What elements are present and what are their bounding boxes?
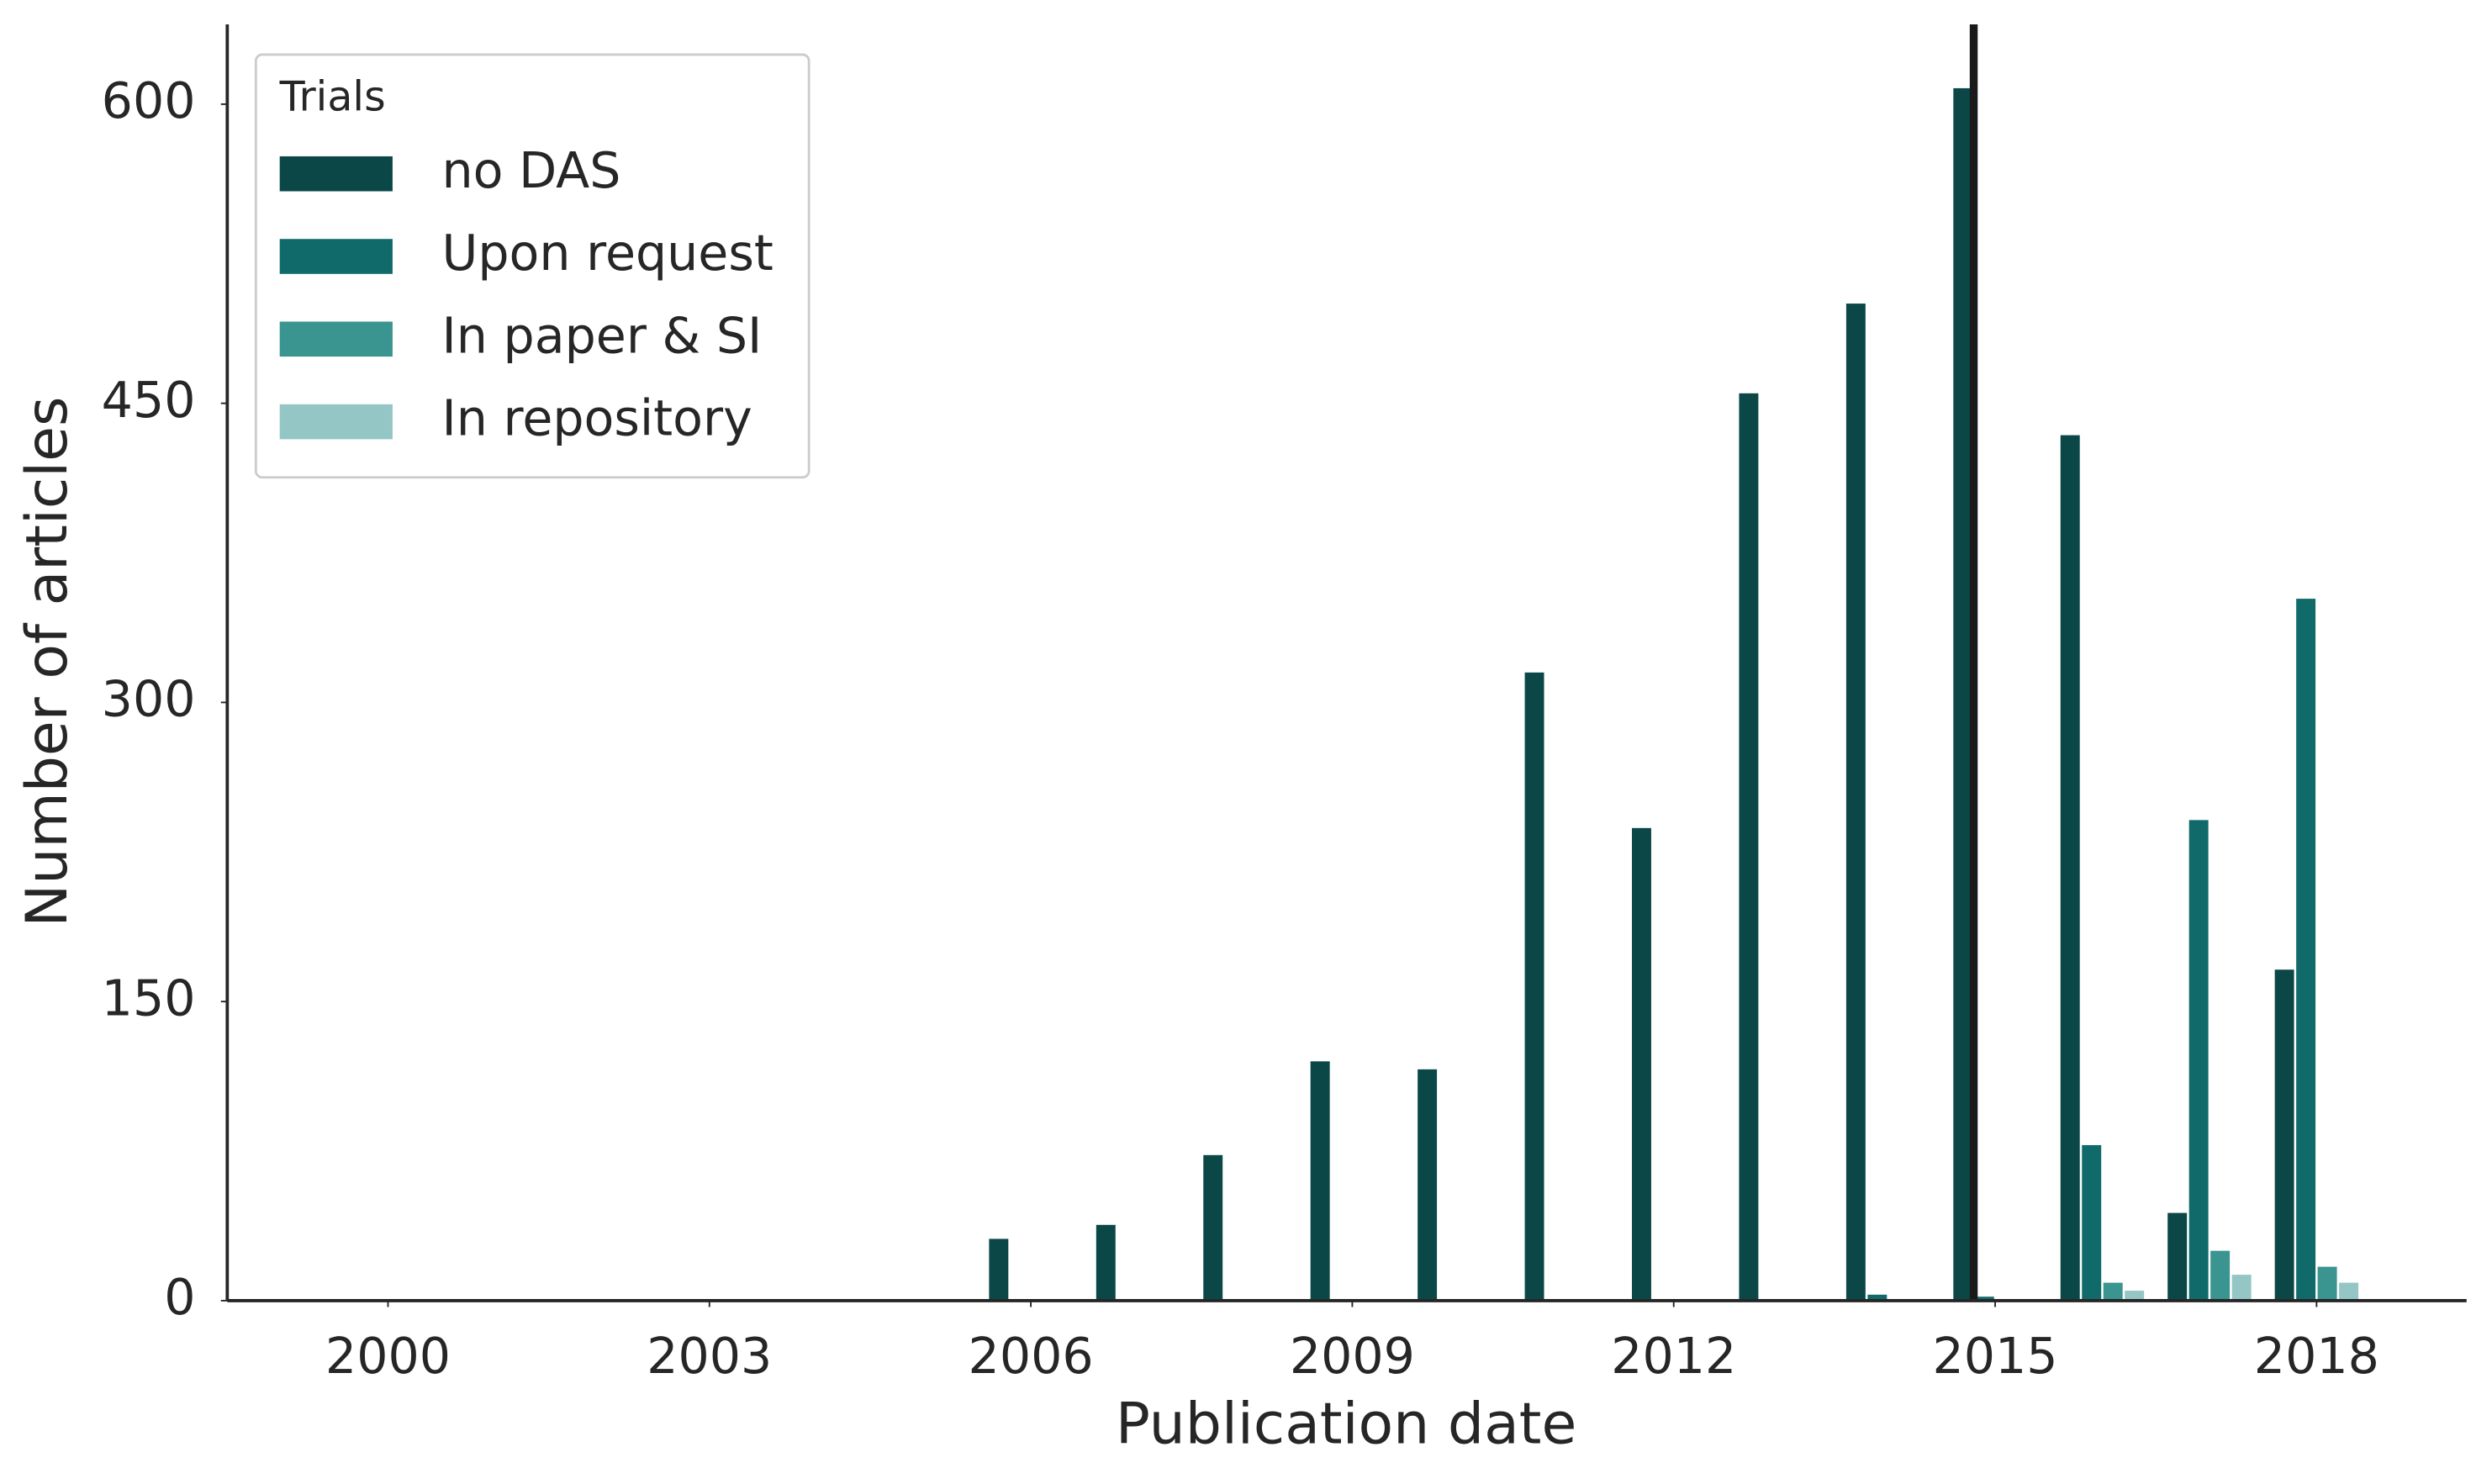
y-axis-label: Number of articles bbox=[14, 396, 81, 927]
bar bbox=[2060, 435, 2080, 1301]
x-tick-label: 2018 bbox=[2254, 1328, 2379, 1385]
x-tick-label: 2000 bbox=[325, 1328, 451, 1385]
legend-label: In repository bbox=[442, 390, 752, 447]
x-axis-label: Publication date bbox=[1116, 1392, 1577, 1458]
legend-label: no DAS bbox=[442, 142, 621, 199]
legend-box bbox=[254, 53, 810, 479]
legend-swatch bbox=[279, 321, 393, 357]
bar bbox=[2188, 820, 2209, 1301]
legend-swatch bbox=[279, 156, 393, 192]
x-tick-label: 2012 bbox=[1611, 1328, 1736, 1385]
bar bbox=[2317, 1266, 2337, 1301]
y-tick-label: 450 bbox=[102, 372, 196, 429]
y-tick-label: 0 bbox=[164, 1269, 195, 1326]
bar bbox=[1739, 393, 1759, 1301]
bar bbox=[2210, 1250, 2231, 1301]
bar bbox=[2231, 1275, 2252, 1301]
legend-label: In paper & SI bbox=[442, 307, 763, 364]
bar bbox=[2167, 1212, 2188, 1301]
bar bbox=[2274, 969, 2294, 1301]
bar bbox=[1310, 1061, 1330, 1301]
bar bbox=[1953, 87, 1973, 1301]
bar bbox=[989, 1238, 1009, 1301]
bar bbox=[2082, 1144, 2102, 1301]
legend-swatch bbox=[279, 404, 393, 440]
y-tick-label: 150 bbox=[102, 969, 196, 1027]
x-tick-label: 2015 bbox=[1932, 1328, 2057, 1385]
bar bbox=[2296, 599, 2316, 1301]
x-tick-label: 2006 bbox=[969, 1328, 1094, 1385]
bar bbox=[1096, 1224, 1116, 1301]
x-tick-label: 2009 bbox=[1290, 1328, 1415, 1385]
bar bbox=[2103, 1282, 2123, 1301]
bar bbox=[1524, 672, 1544, 1301]
legend-swatch bbox=[279, 239, 393, 274]
legend-label: Upon request bbox=[442, 224, 773, 282]
bar bbox=[1867, 1294, 1887, 1301]
x-tick-label: 2003 bbox=[647, 1328, 772, 1385]
bar bbox=[1974, 1297, 1994, 1301]
y-tick-label: 300 bbox=[102, 671, 196, 728]
bar bbox=[1418, 1069, 1438, 1301]
y-tick-label: 600 bbox=[102, 72, 196, 129]
bar bbox=[1632, 827, 1651, 1301]
legend-title: Trials bbox=[279, 71, 386, 120]
bar bbox=[2125, 1291, 2145, 1301]
bar bbox=[1203, 1154, 1223, 1301]
bar bbox=[1845, 304, 1866, 1301]
bar bbox=[2339, 1282, 2359, 1301]
